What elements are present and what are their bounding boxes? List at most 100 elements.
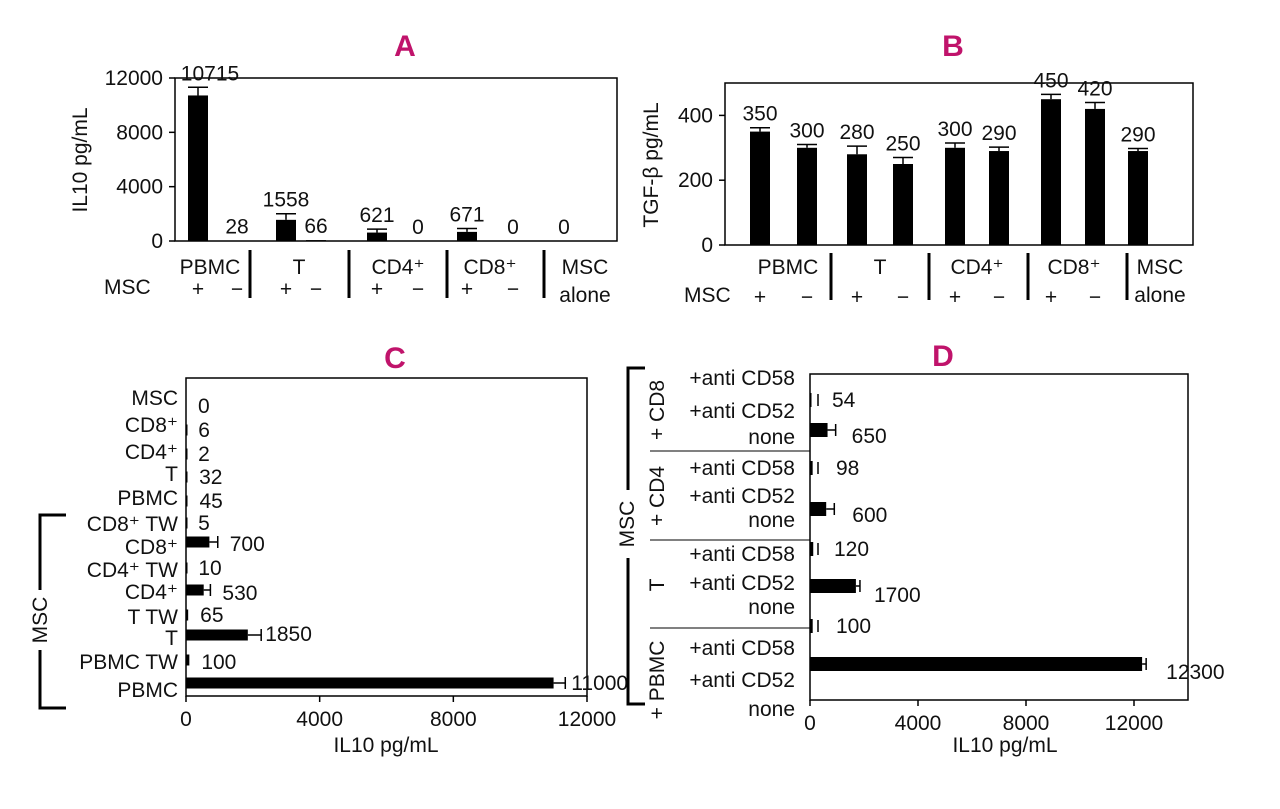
ytick-label: 400 bbox=[678, 104, 713, 127]
bar bbox=[797, 147, 817, 245]
panel-a-group-cd8: CD8⁺ bbox=[463, 256, 516, 279]
panel-c-xlabel: IL10 pg/mL bbox=[333, 734, 438, 757]
data-label: 1558 bbox=[263, 189, 310, 212]
data-label: 2 bbox=[198, 443, 210, 466]
data-label: 0 bbox=[198, 395, 210, 418]
bar bbox=[1041, 99, 1061, 245]
category-label: PBMC TW bbox=[79, 651, 178, 674]
panel-d-title: D bbox=[932, 340, 954, 373]
panel-c-xaxis: 0 4000 8000 12000 bbox=[180, 696, 616, 731]
data-label: 98 bbox=[836, 457, 859, 480]
category-label: CD4⁺ bbox=[125, 441, 178, 464]
bar bbox=[186, 629, 248, 641]
data-label: 12300 bbox=[1166, 661, 1224, 684]
bar bbox=[810, 423, 828, 437]
data-label: 10715 bbox=[181, 62, 239, 85]
bar bbox=[186, 536, 210, 548]
panel-b-separators bbox=[829, 253, 1129, 300]
panel-c-title: C bbox=[384, 342, 406, 375]
data-label: 600 bbox=[852, 504, 887, 527]
ytick-label: 200 bbox=[678, 169, 713, 192]
panel-b-group-labels: PBMC T CD4⁺ CD8⁺ MSC alone bbox=[758, 256, 1186, 307]
panel-a: A IL10 pg/mL 0 4000 8000 12000 10715 28 1558 6… bbox=[69, 30, 618, 307]
data-label: 32 bbox=[199, 466, 222, 489]
category-label: T bbox=[165, 627, 178, 650]
data-label: 5 bbox=[198, 512, 210, 535]
msc-sign: + bbox=[1045, 286, 1057, 309]
panel-b-group-pbmc: PBMC bbox=[758, 256, 819, 279]
panel-a-title: A bbox=[394, 30, 416, 63]
category-label: +anti CD58 bbox=[689, 367, 795, 390]
data-label: 280 bbox=[839, 121, 874, 144]
panel-a-group-t: T bbox=[293, 256, 306, 279]
panel-d-group-labels: + CD8 + CD4 T + PBMC bbox=[646, 380, 669, 719]
msc-sign: + bbox=[192, 278, 204, 301]
xtick-label: 4000 bbox=[895, 712, 942, 735]
panel-c-bracket-gap bbox=[28, 590, 52, 650]
data-label: 621 bbox=[359, 204, 394, 227]
xtick-label: 4000 bbox=[296, 708, 343, 731]
category-label: PBMC bbox=[117, 679, 178, 702]
xtick-label: 12000 bbox=[558, 708, 616, 731]
data-label: 300 bbox=[937, 118, 972, 141]
msc-sign: − bbox=[412, 278, 424, 301]
data-label: 0 bbox=[412, 216, 424, 239]
panel-d-xaxis: 0 4000 8000 12000 bbox=[804, 700, 1163, 735]
data-label: 290 bbox=[1120, 123, 1155, 146]
category-label: +anti CD52 bbox=[689, 485, 795, 508]
panel-b-ylabel: TGF-β pg/mL bbox=[640, 102, 663, 227]
bar bbox=[810, 393, 812, 407]
category-label: PBMC bbox=[117, 487, 178, 510]
bar bbox=[810, 461, 813, 475]
data-label: 700 bbox=[230, 533, 265, 556]
panel-d-group-pbmc: + PBMC bbox=[646, 641, 669, 720]
category-label: none bbox=[748, 698, 795, 721]
panel-b-bars: 350 300 280 250 300 290 450 420 290 bbox=[742, 69, 1156, 245]
bar bbox=[893, 164, 913, 245]
data-label: 671 bbox=[449, 203, 484, 226]
msc-sign: − bbox=[231, 278, 243, 301]
category-label: T bbox=[165, 463, 178, 486]
bar bbox=[810, 502, 827, 516]
data-label: 450 bbox=[1033, 69, 1068, 92]
bar bbox=[186, 517, 188, 529]
msc-sign: − bbox=[1089, 286, 1101, 309]
panel-b-group-cd8: CD8⁺ bbox=[1047, 256, 1100, 279]
bar bbox=[186, 471, 188, 483]
panel-a-ylabel: IL10 pg/mL bbox=[69, 107, 92, 212]
category-label: CD4⁺ TW bbox=[87, 559, 178, 582]
ytick-label: 4000 bbox=[116, 176, 163, 199]
data-label: 11000 bbox=[571, 672, 628, 695]
panel-a-group-labels: PBMC T CD4⁺ CD8⁺ MSC alone bbox=[180, 256, 611, 307]
ytick-label: 0 bbox=[701, 234, 713, 257]
panel-d-group-cd8: + CD8 bbox=[646, 380, 669, 440]
panel-b-group-cd4: CD4⁺ bbox=[950, 256, 1003, 279]
data-label: 100 bbox=[836, 615, 871, 638]
panel-a-group-alone: alone bbox=[559, 284, 610, 307]
data-label: 1850 bbox=[265, 623, 312, 646]
data-label: 0 bbox=[507, 216, 519, 239]
bar bbox=[367, 232, 387, 241]
panel-d-group-cd4: + CD4 bbox=[646, 466, 669, 526]
bar bbox=[1085, 108, 1105, 245]
data-label: 6 bbox=[198, 419, 210, 442]
panel-a-frame bbox=[174, 77, 618, 242]
category-label: CD4⁺ bbox=[125, 581, 178, 604]
msc-sign: + bbox=[754, 286, 766, 309]
data-label: 420 bbox=[1077, 77, 1112, 100]
panel-a-bars: 10715 28 1558 66 621 0 671 0 0 bbox=[181, 62, 570, 241]
bar bbox=[306, 240, 326, 241]
ytick-label: 0 bbox=[151, 230, 163, 253]
ytick-label: 8000 bbox=[116, 121, 163, 144]
bar bbox=[186, 424, 188, 436]
category-label: +anti CD58 bbox=[689, 543, 795, 566]
panel-d-bracket-gap bbox=[614, 490, 642, 558]
bar bbox=[186, 677, 554, 689]
bar bbox=[186, 495, 188, 507]
msc-sign: − bbox=[897, 286, 909, 309]
